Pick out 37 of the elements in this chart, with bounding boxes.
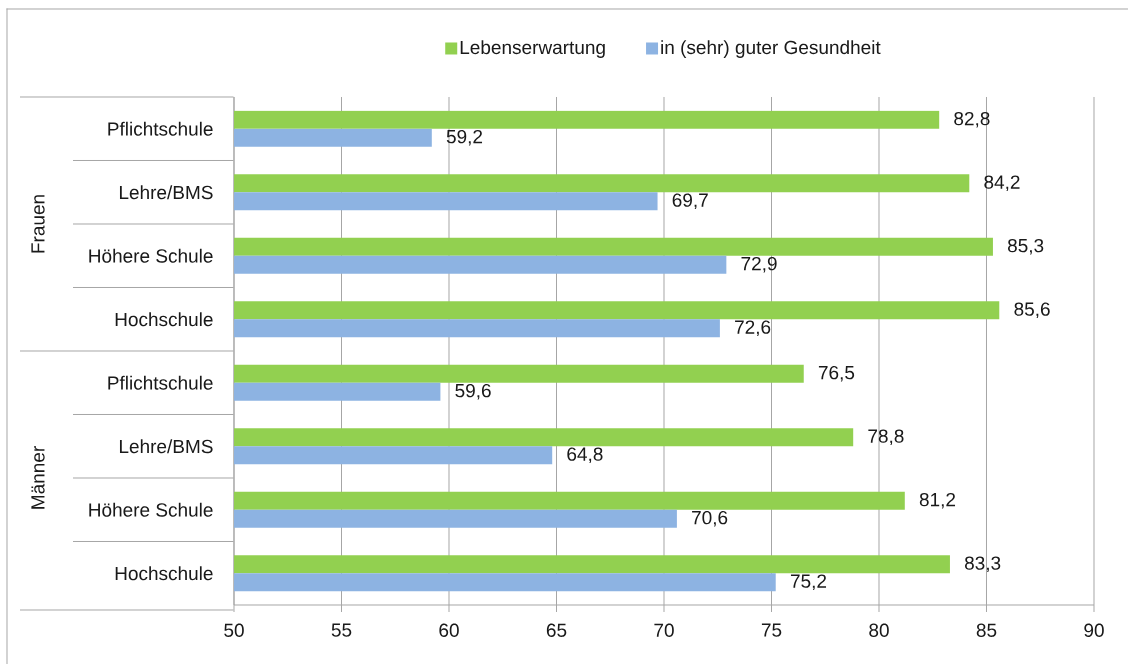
legend-label: in (sehr) guter Gesundheit (661, 40, 881, 58)
data-label: 70,6 (692, 510, 728, 527)
y-tick-label: Lehre/BMS (119, 439, 213, 454)
x-tick-label: 75 (761, 623, 782, 637)
text: Frauen (31, 195, 45, 253)
data-label: 59,6 (455, 383, 491, 400)
y-tick-label: Hochschule (115, 312, 213, 327)
x-tick-label: 50 (224, 623, 244, 637)
x-tick-label: 55 (331, 623, 352, 637)
legend-label: Lebenserwartung (460, 40, 605, 58)
data-label: 64,8 (567, 447, 603, 464)
x-tick-label: 80 (869, 623, 889, 637)
x-tick-label: 65 (546, 623, 567, 637)
data-label: 72,6 (735, 320, 771, 337)
data-label: 59,2 (446, 129, 483, 146)
data-label: 85,6 (1014, 302, 1050, 319)
data-label: 78,8 (868, 429, 904, 446)
data-label: 75,2 (790, 574, 827, 591)
data-label: 83,3 (964, 556, 1001, 573)
y-tick-label: Hochschule (115, 566, 213, 581)
x-tick-label: 85 (976, 623, 997, 637)
y-tick-label: Höhere Schule (89, 502, 213, 517)
data-label: 81,2 (919, 492, 956, 509)
data-label: 82,8 (954, 111, 990, 128)
data-label: 84,2 (984, 175, 1020, 192)
data-label: 85,3 (1007, 238, 1044, 255)
y-tick-label: Pflichtschule (108, 121, 213, 136)
x-tick-label: 90 (1084, 623, 1104, 637)
y-tick-label: Pflichtschule (108, 375, 213, 390)
text: Männer (31, 446, 45, 509)
x-tick-label: 60 (439, 623, 459, 637)
data-label: 72,9 (741, 256, 777, 273)
x-tick-label: 70 (654, 623, 674, 637)
y-tick-label: Lehre/BMS (119, 185, 213, 200)
y-tick-label: Höhere Schule (89, 248, 213, 263)
data-label: 76,5 (818, 365, 855, 382)
data-label: 69,7 (672, 193, 708, 210)
